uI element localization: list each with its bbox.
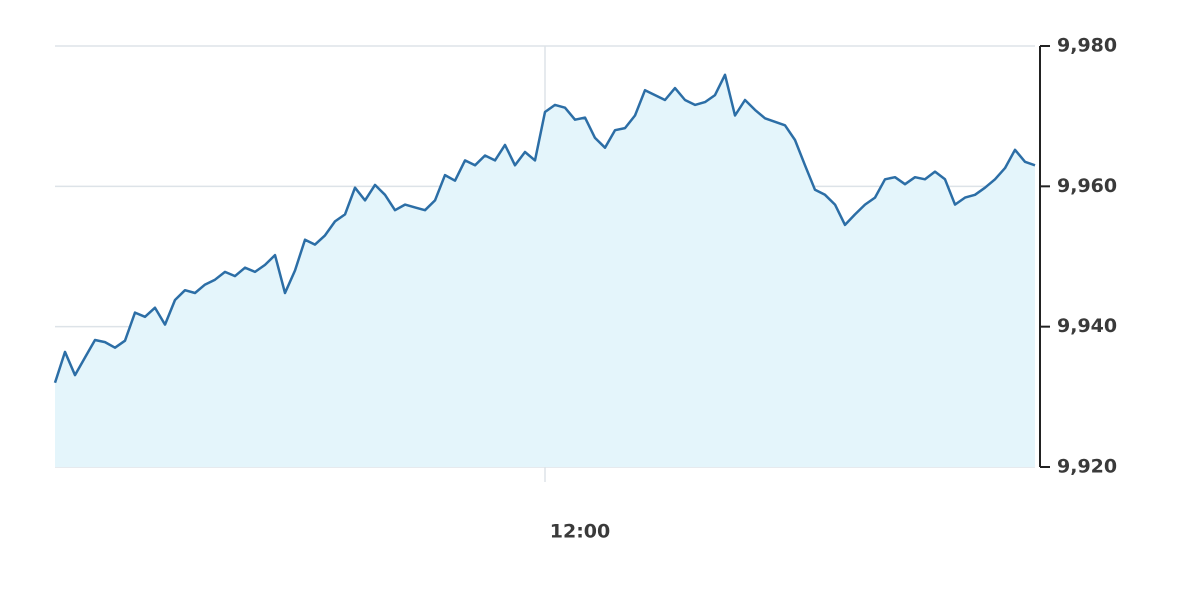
y-tick-label: 9,940 <box>1057 315 1117 337</box>
x-tick-label: 12:00 <box>550 521 610 543</box>
y-tick-label: 9,920 <box>1057 456 1117 478</box>
line <box>53 73 1036 384</box>
area <box>55 74 1035 468</box>
y-tick-label: 9,960 <box>1057 175 1117 197</box>
y-tick-label: 9,980 <box>1057 35 1117 57</box>
